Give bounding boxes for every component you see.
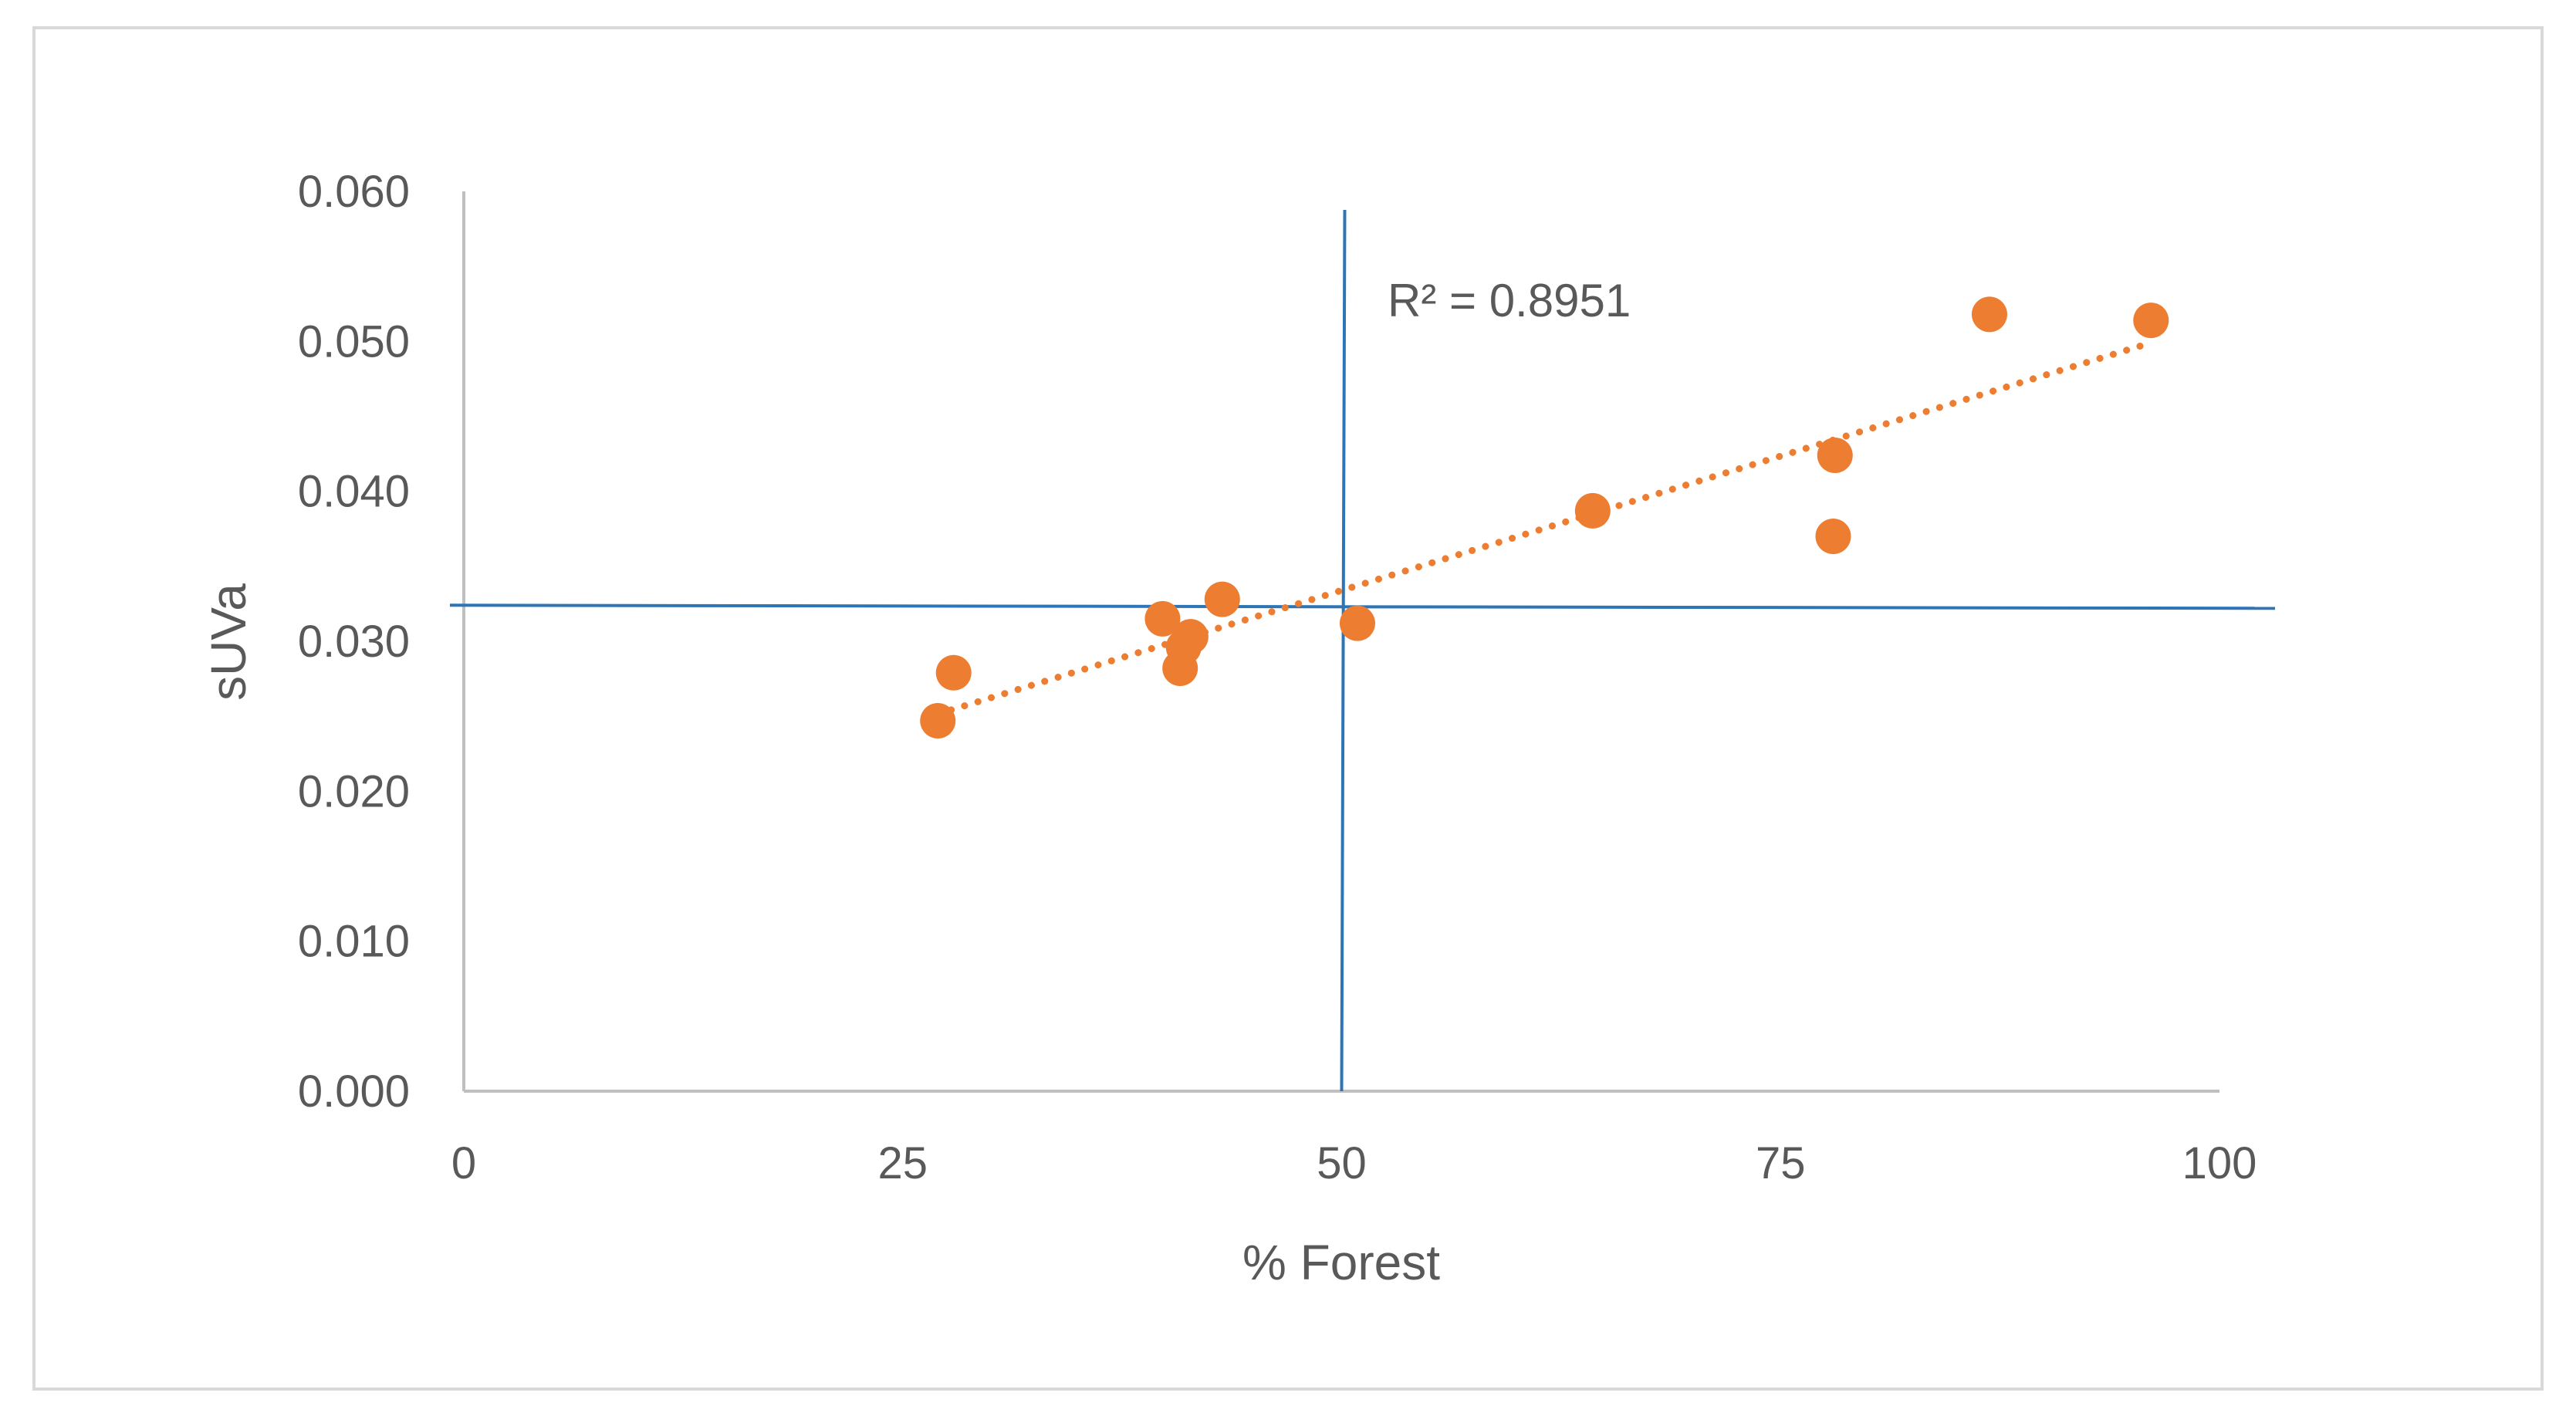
y-tick-label: 0.050 [298, 316, 410, 367]
data-point [1339, 605, 1375, 641]
x-tick-label: 25 [877, 1138, 928, 1188]
y-tick-label: 0.000 [298, 1066, 410, 1117]
y-tick-label: 0.060 [298, 167, 410, 217]
x-tick-label: 100 [2182, 1138, 2257, 1188]
data-point [920, 702, 956, 739]
x-tick-label: 75 [1756, 1138, 1806, 1188]
data-point [1971, 296, 2007, 333]
data-point [1815, 518, 1851, 554]
data-point [1204, 581, 1240, 617]
data-point [1574, 492, 1611, 529]
trendline-layer [934, 339, 2155, 718]
y-axis-title: sUVa [201, 583, 256, 701]
r-squared-annotation: R² = 0.8951 [1388, 275, 1631, 326]
y-tick-label: 0.020 [298, 766, 410, 816]
y-tick-labels: 0.000 0.010 0.020 0.030 0.040 0.050 0.060 [298, 167, 410, 1117]
data-point [1144, 600, 1181, 637]
x-axis-title: % Forest [1242, 1235, 1440, 1290]
data-point [935, 654, 972, 691]
data-points-layer [920, 296, 2169, 739]
x-tick-labels: 0 25 50 75 100 [451, 1138, 2257, 1188]
x-tick-label: 50 [1317, 1138, 1367, 1188]
chart-frame [32, 26, 2544, 1391]
y-tick-label: 0.010 [298, 917, 410, 967]
data-point [2133, 303, 2169, 339]
trendline [934, 339, 2155, 718]
reference-lines-layer [449, 209, 2276, 1092]
y-tick-label: 0.030 [298, 617, 410, 667]
vertical-reference-line [1340, 209, 1347, 1092]
data-point [1817, 438, 1853, 474]
data-point [1172, 619, 1209, 655]
y-tick-label: 0.040 [298, 467, 410, 517]
x-tick-label: 0 [451, 1138, 476, 1188]
